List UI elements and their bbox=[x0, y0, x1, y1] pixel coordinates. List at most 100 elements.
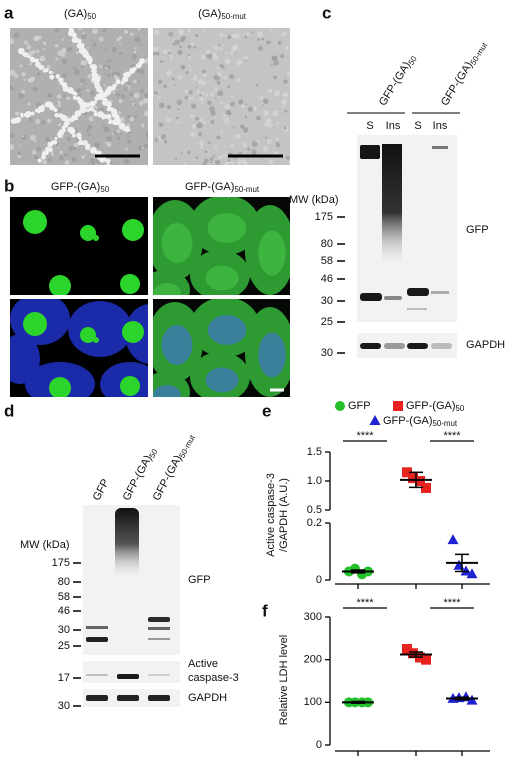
fibril-bead bbox=[132, 66, 137, 72]
fibril-bead bbox=[102, 114, 107, 119]
speckle bbox=[120, 132, 123, 135]
band bbox=[407, 343, 428, 349]
speckle bbox=[189, 131, 196, 138]
fibril-bead bbox=[52, 139, 58, 145]
speckle bbox=[47, 157, 52, 162]
speckle bbox=[163, 84, 167, 89]
speckle bbox=[242, 142, 247, 148]
speckle bbox=[205, 49, 211, 55]
speckle bbox=[168, 109, 171, 112]
speckle bbox=[138, 101, 144, 106]
speckle bbox=[268, 159, 274, 165]
speckle bbox=[266, 139, 272, 145]
speckle bbox=[144, 93, 148, 98]
speckle bbox=[207, 141, 211, 144]
band bbox=[384, 296, 402, 300]
speckle bbox=[66, 71, 69, 74]
speckle bbox=[58, 108, 62, 112]
speckle bbox=[222, 113, 226, 117]
speckle bbox=[106, 135, 112, 142]
lane-group: GFP-(GA)50-mut bbox=[439, 38, 490, 109]
speckle bbox=[210, 161, 213, 164]
fibril-bead bbox=[55, 74, 60, 79]
speckle bbox=[113, 74, 117, 78]
speckle bbox=[23, 40, 28, 45]
speckle bbox=[172, 43, 176, 46]
legend-marker bbox=[335, 401, 345, 411]
speckle bbox=[59, 150, 64, 154]
speckle bbox=[52, 71, 55, 74]
speckle bbox=[73, 146, 77, 150]
mw-marker: 58 bbox=[321, 255, 333, 267]
speckle bbox=[202, 73, 207, 78]
speckle bbox=[255, 115, 261, 121]
speckle bbox=[199, 93, 202, 97]
speckle bbox=[281, 105, 285, 109]
blot bbox=[357, 135, 457, 322]
data-point bbox=[460, 565, 472, 576]
speckle bbox=[112, 91, 115, 94]
speckle bbox=[180, 64, 186, 70]
speckle bbox=[192, 45, 197, 49]
speckle bbox=[115, 92, 121, 97]
image-title: (GA)50-mut bbox=[198, 8, 247, 21]
aggregate bbox=[23, 312, 47, 336]
speckle bbox=[134, 116, 137, 119]
speckle bbox=[74, 69, 80, 76]
band bbox=[407, 308, 427, 310]
lane-group: GFP-(GA)50 bbox=[377, 52, 419, 109]
speckle bbox=[200, 54, 206, 60]
fibril-bead bbox=[86, 102, 90, 106]
image-group bbox=[153, 197, 290, 295]
speckle bbox=[251, 31, 254, 34]
speckle bbox=[64, 160, 70, 165]
speckle bbox=[102, 124, 105, 127]
speckle bbox=[66, 96, 71, 101]
image-group bbox=[10, 28, 148, 165]
speckle bbox=[134, 103, 137, 107]
mw-marker: 46 bbox=[58, 605, 70, 617]
speckle bbox=[190, 114, 194, 119]
speckle bbox=[155, 51, 160, 56]
fibril-bead bbox=[40, 104, 45, 109]
speckle bbox=[106, 60, 109, 63]
speckle bbox=[126, 114, 131, 119]
speckle bbox=[17, 151, 22, 156]
speckle bbox=[154, 91, 158, 95]
speckle bbox=[23, 78, 26, 82]
fibril-bead bbox=[23, 52, 29, 58]
speckle bbox=[129, 92, 134, 97]
mw-title: MW (kDa) bbox=[20, 539, 70, 551]
speckle bbox=[33, 35, 39, 41]
speckle bbox=[90, 90, 96, 96]
speckle bbox=[153, 46, 157, 52]
speckle bbox=[99, 65, 103, 69]
speckle bbox=[21, 134, 27, 141]
speckle bbox=[39, 55, 46, 62]
speckle bbox=[217, 95, 220, 98]
speckle bbox=[21, 72, 26, 77]
speckle bbox=[196, 122, 203, 129]
data-point bbox=[447, 534, 459, 545]
mw-marker: 30 bbox=[321, 347, 333, 359]
fibril-bead bbox=[100, 155, 107, 163]
speckle bbox=[216, 71, 222, 77]
speckle bbox=[76, 51, 79, 55]
speckle bbox=[135, 68, 141, 73]
subscript: 50 bbox=[456, 404, 465, 413]
speckle bbox=[203, 120, 206, 124]
nucleus bbox=[207, 315, 247, 345]
speckle bbox=[58, 123, 62, 127]
nucleus bbox=[258, 332, 286, 378]
subscript: 50-mut bbox=[433, 419, 458, 428]
legend-label: GFP bbox=[348, 400, 371, 412]
speckle bbox=[273, 60, 279, 66]
speckle bbox=[158, 95, 161, 99]
fibril-bead bbox=[105, 113, 112, 120]
speckle bbox=[157, 79, 163, 84]
speckle bbox=[275, 137, 280, 141]
fibril-bead bbox=[54, 136, 58, 140]
fibril-bead bbox=[81, 141, 86, 146]
speckle bbox=[15, 111, 20, 116]
speckle bbox=[221, 43, 224, 46]
